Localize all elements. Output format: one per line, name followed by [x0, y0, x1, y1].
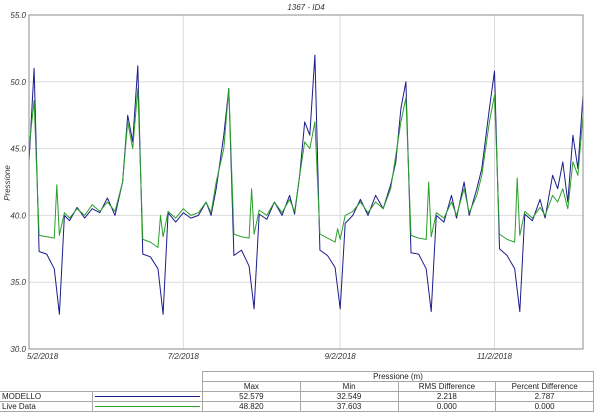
y-tick-label: 35.0: [10, 278, 26, 287]
live-data-min: 37.603: [299, 401, 399, 412]
y-tick-label: 30.0: [10, 345, 26, 354]
x-tick-label: 7/2/2018: [168, 352, 200, 361]
y-axis-label: Pressione: [3, 165, 12, 201]
y-tick-label: 40.0: [10, 211, 26, 220]
x-tick-label: 9/2/2018: [325, 352, 357, 361]
column-header-rms: RMS Difference: [397, 381, 497, 392]
pressure-chart: 1367 - ID4 Pressione 30.0 35.0 40.0 45.0 50.…: [3, 3, 584, 361]
live-data-rms: 0.000: [397, 401, 497, 412]
live-data-percent: 0.000: [495, 401, 594, 412]
stats-blank-cell: [0, 382, 203, 392]
x-tick-label: 5/2/2018: [27, 352, 59, 361]
stats-blank-cell: [0, 372, 203, 382]
x-tick-label: 11/2/2018: [477, 352, 513, 361]
modello-max: 52.579: [202, 391, 301, 402]
column-header-percent: Percent Difference: [495, 381, 594, 392]
live-data-max: 48.820: [202, 401, 301, 412]
stats-row-live-data: Live Data 48.820 37.603 0.000 0.000: [0, 401, 594, 412]
modello-percent: 2.787: [495, 391, 594, 402]
x-tick-labels: 5/2/2018 7/2/2018 9/2/2018 11/2/2018: [27, 352, 513, 361]
series-name-modello: MODELLO: [0, 391, 93, 402]
y-tick-labels: 30.0 35.0 40.0 45.0 50.0 55.0: [10, 11, 26, 354]
chart-title: 1367 - ID4: [287, 3, 325, 12]
series-name-live-data: Live Data: [0, 401, 93, 412]
stats-row-modello: MODELLO 52.579 32.549 2.218 2.787: [0, 391, 594, 402]
column-header-min: Min: [299, 381, 399, 392]
y-tick-label: 55.0: [10, 11, 26, 20]
plot-frame: [28, 14, 584, 350]
legend-swatch-modello: [92, 391, 203, 402]
modello-rms: 2.218: [397, 391, 497, 402]
series-lines: [28, 54, 584, 315]
stats-group-header: Pressione (m): [202, 371, 594, 382]
y-tick-label: 45.0: [10, 145, 26, 154]
y-tick-label: 50.0: [10, 78, 26, 87]
series-line-live-data: [28, 88, 584, 248]
modello-min: 32.549: [299, 391, 399, 402]
stats-group-row: Pressione (m): [0, 371, 594, 382]
series-line-modello: [28, 54, 584, 315]
column-header-max: Max: [202, 381, 301, 392]
stats-column-header-row: Max Min RMS Difference Percent Differenc…: [0, 381, 594, 392]
grid-lines: [28, 14, 583, 350]
legend-swatch-live-data: [92, 401, 203, 412]
statistics-table: Pressione (m) Max Min RMS Difference Per…: [0, 371, 601, 416]
